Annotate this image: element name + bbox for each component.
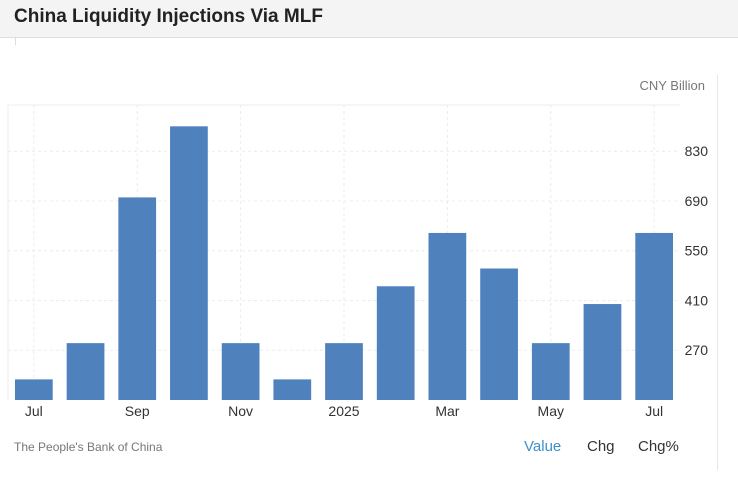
tab-chg-percent[interactable]: Chg% xyxy=(638,438,679,455)
tab-value[interactable]: Value xyxy=(524,438,562,455)
bar-5[interactable] xyxy=(273,379,312,400)
bar-12[interactable] xyxy=(635,232,674,400)
bar-0[interactable] xyxy=(14,379,53,400)
bar-2[interactable] xyxy=(118,197,157,400)
bar-8[interactable] xyxy=(428,232,467,400)
bar-3[interactable] xyxy=(170,126,208,400)
x-tick-label: Mar xyxy=(435,403,459,419)
bar-9[interactable] xyxy=(480,268,518,400)
chart-header: China Liquidity Injections Via MLF xyxy=(0,0,738,38)
bars xyxy=(14,126,674,400)
page-title: China Liquidity Injections Via MLF xyxy=(14,6,323,27)
y-tick-label: 550 xyxy=(685,243,709,259)
bar-10[interactable] xyxy=(531,343,570,400)
header-divider xyxy=(15,37,16,45)
y-tick-label: 410 xyxy=(685,292,709,308)
y-tick-label: 270 xyxy=(685,342,709,358)
y-axis-ticks: 270 410 550 690 830 xyxy=(685,143,709,358)
x-tick-label: May xyxy=(538,403,564,419)
x-tick-label: Nov xyxy=(228,403,253,419)
bar-4[interactable] xyxy=(221,343,260,400)
bar-1[interactable] xyxy=(66,343,105,400)
bar-6[interactable] xyxy=(325,343,363,400)
y-tick-label: 690 xyxy=(685,193,709,209)
unit-label: CNY Billion xyxy=(639,78,705,93)
x-axis-ticks: Jul Sep Nov 2025 Mar May Jul xyxy=(25,403,663,419)
source-label: The People's Bank of China xyxy=(14,440,163,454)
y-tick-label: 830 xyxy=(685,143,709,159)
bar-7[interactable] xyxy=(376,286,415,400)
x-tick-label: 2025 xyxy=(328,403,359,419)
x-tick-label: Jul xyxy=(25,403,43,419)
chart-right-border xyxy=(717,75,718,470)
bar-11[interactable] xyxy=(583,304,622,400)
x-tick-label: Sep xyxy=(125,403,150,419)
tab-chg[interactable]: Chg xyxy=(587,438,615,455)
x-tick-label: Jul xyxy=(645,403,663,419)
